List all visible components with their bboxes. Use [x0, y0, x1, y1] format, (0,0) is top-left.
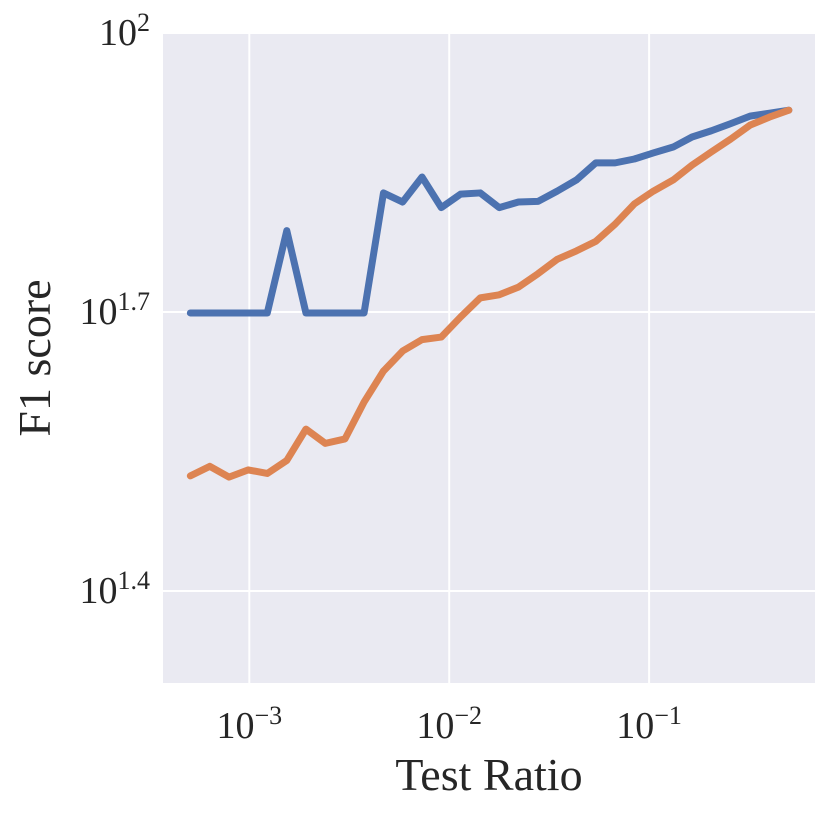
y-tick-label: 102	[99, 8, 150, 54]
x-tick-label: 10−3	[216, 701, 282, 747]
plot-area	[163, 33, 815, 683]
y-tick-label: 101.7	[80, 287, 151, 333]
x-tick-label: 10−1	[616, 701, 682, 747]
y-tick-label: 101.4	[80, 566, 151, 612]
line	[186, 106, 793, 317]
line	[186, 106, 793, 481]
x-tick-label: 10−2	[416, 701, 482, 747]
y-axis-label: F1 score	[9, 279, 60, 436]
x-axis-label: Test Ratio	[395, 749, 582, 800]
